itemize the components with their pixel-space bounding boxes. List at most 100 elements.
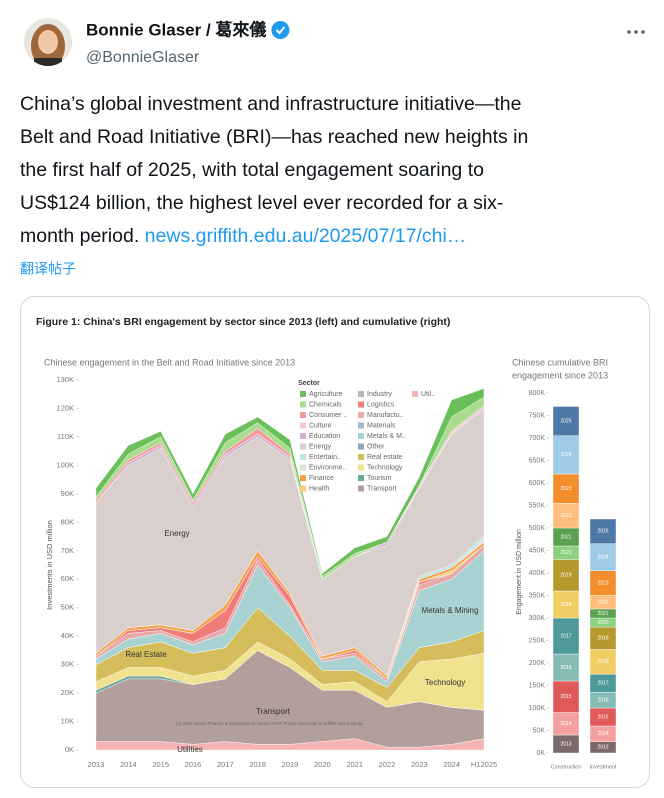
y-tick-label: 750K	[529, 412, 546, 419]
chart-subtitle: Chinese engagement in the Belt and Road …	[44, 357, 295, 367]
legend-label: Metals & M..	[367, 433, 406, 440]
bar-segment	[589, 649, 617, 675]
y-tick-label: 130K	[56, 375, 74, 384]
x-tick-label: H12025	[471, 760, 497, 769]
y-axis-title: Investments in USD million	[45, 520, 54, 610]
x-tick-label: 2020	[314, 760, 331, 769]
segment-label: 2016	[560, 665, 571, 671]
y-tick-label: 70K	[61, 546, 74, 555]
legend-swatch	[300, 422, 306, 429]
y-tick-label: 90K	[61, 489, 74, 498]
legend-label: Agriculture	[309, 391, 343, 398]
segment-label: 2018	[560, 602, 571, 608]
legend-label: Materials	[367, 422, 396, 429]
segment-label: 2016	[597, 697, 608, 703]
legend-swatch	[358, 401, 364, 408]
segment-label: 2017	[597, 681, 608, 687]
avatar[interactable]	[24, 18, 72, 70]
y-tick-label: 800K	[529, 390, 546, 397]
x-tick-label: 2013	[88, 760, 105, 769]
legend-label: Environme..	[309, 464, 346, 471]
legend-swatch	[358, 485, 364, 492]
post-text-line: month period. news.griffith.edu.au/2025/…	[20, 225, 466, 248]
y-tick-label: 500K	[529, 525, 546, 532]
area	[95, 388, 485, 577]
segment-label: 2013	[560, 741, 571, 747]
y-tick-label: 110K	[57, 432, 74, 441]
legend-swatch	[300, 433, 306, 439]
segment-label: 2021	[597, 611, 608, 617]
post-text-line: month period.	[20, 225, 140, 247]
y-tick-label: 400K	[529, 570, 546, 577]
bar-segment	[552, 617, 580, 655]
y-tick-label: 0K	[65, 745, 74, 754]
bar-segment	[552, 473, 580, 504]
legend-label: Entertain..	[309, 454, 341, 461]
legend-swatch	[300, 391, 306, 397]
x-tick-label: Construction	[551, 764, 582, 770]
legend-swatch	[358, 391, 364, 397]
legend-swatch	[300, 454, 306, 460]
segment-label: 2014	[597, 731, 608, 737]
y-tick-label: 250K	[529, 637, 546, 644]
y-tick-label: 350K	[529, 592, 546, 599]
legend-title: Sector	[298, 380, 320, 387]
x-tick-label: 2019	[282, 760, 299, 769]
legend-swatch	[358, 475, 364, 481]
y-tick-label: 300K	[529, 615, 546, 622]
more-menu[interactable]	[627, 30, 645, 34]
legend-swatch	[358, 433, 364, 439]
bar-segment	[552, 680, 580, 713]
legend-label: Logistics	[367, 401, 395, 408]
y-tick-label: 150K	[529, 682, 546, 689]
y-tick-label: 30K	[61, 660, 74, 669]
legend-swatch	[300, 475, 306, 481]
post-link[interactable]: news.griffith.edu.au/2025/07/17/chi…	[144, 225, 467, 247]
segment-label: 2021	[560, 534, 571, 540]
x-tick-label: 2024	[443, 760, 460, 769]
legend-swatch	[300, 412, 306, 418]
legend-label: Finance	[309, 475, 334, 482]
author-name[interactable]: Bonnie Glaser / 葛來儀	[86, 19, 266, 39]
annotation: Metals & Mining	[422, 606, 479, 615]
bar-segment	[589, 570, 617, 596]
x-tick-label: 2017	[217, 760, 234, 769]
handle[interactable]: @BonnieGlaser	[86, 49, 200, 66]
verified-badge	[271, 21, 290, 39]
translate-link[interactable]: 翻译帖子	[20, 261, 76, 277]
bar-segment	[552, 435, 580, 475]
segment-label: 2018	[597, 659, 608, 665]
segment-label: 2023	[597, 580, 608, 586]
source-note: (c) 2025 Green Finance & Development Cen…	[176, 721, 363, 726]
legend-swatch	[300, 485, 306, 492]
bar-segment	[552, 653, 580, 682]
chart-subtitle: Chinese cumulative BRI	[512, 357, 608, 367]
legend-label: Manufactu..	[367, 412, 404, 419]
y-tick-label: 550K	[529, 502, 546, 509]
legend-label: Energy	[309, 443, 332, 450]
legend-swatch	[300, 464, 306, 471]
y-tick-label: 100K	[529, 705, 546, 712]
y-tick-label: 80K	[61, 517, 74, 526]
legend-swatch	[300, 443, 306, 450]
annotation: Utilities	[177, 745, 203, 754]
segment-label: 2025	[597, 529, 608, 535]
y-tick-label: 50K	[61, 603, 74, 612]
y-tick-label: 700K	[529, 435, 546, 442]
segment-label: 2017	[560, 633, 571, 639]
segment-label: 2024	[560, 452, 571, 458]
post-text-line: the first half of 2025, with total engag…	[20, 159, 484, 181]
bar-segment	[552, 503, 580, 529]
y-tick-label: 0K	[536, 750, 545, 757]
legend-swatch	[300, 401, 306, 408]
y-tick-label: 100K	[56, 460, 74, 469]
bar-segment	[552, 406, 580, 436]
segment-label: 2013	[597, 745, 608, 751]
y-tick-label: 200K	[529, 660, 546, 667]
annotation: Real Estate	[125, 650, 167, 659]
legend-swatch	[412, 391, 418, 397]
legend-label: Other	[367, 443, 385, 450]
segment-label: 2024	[597, 555, 608, 561]
